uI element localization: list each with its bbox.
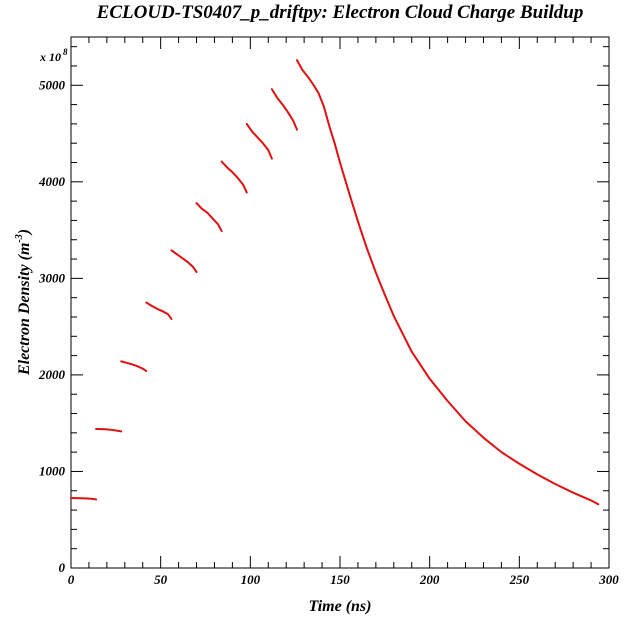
x-tick-label: 50 bbox=[154, 572, 168, 587]
y-tick-label: 5000 bbox=[39, 77, 66, 92]
series-line-2 bbox=[95, 427, 123, 433]
data-series-group bbox=[70, 59, 600, 506]
series-line-10 bbox=[295, 59, 600, 506]
series-line-4 bbox=[145, 301, 173, 320]
x-tick-label: 300 bbox=[598, 572, 619, 587]
y-axis-label: Electron Density (m-3) bbox=[14, 229, 33, 376]
y-multiplier: x 10 8 bbox=[39, 47, 68, 64]
series-line-1 bbox=[70, 497, 98, 501]
y-multiplier-exponent: 8 bbox=[63, 47, 68, 57]
plot-frame bbox=[70, 36, 610, 569]
x-tick-label: 100 bbox=[241, 572, 261, 587]
y-axis-label-exponent: -3 bbox=[14, 234, 25, 242]
y-tick-label: 3000 bbox=[38, 270, 66, 285]
y-multiplier-base: x 10 bbox=[39, 50, 61, 64]
y-tick-label: 2000 bbox=[38, 367, 66, 382]
series-line-8 bbox=[245, 122, 273, 160]
y-tick-label: 0 bbox=[59, 560, 66, 575]
y-tick-label: 1000 bbox=[39, 463, 66, 478]
series-line-6 bbox=[195, 202, 223, 233]
x-axis-label: Time (ns) bbox=[309, 598, 372, 615]
x-tick-label: 0 bbox=[68, 572, 75, 587]
axis-ticks bbox=[70, 37, 610, 569]
x-tick-label: 150 bbox=[330, 572, 350, 587]
y-axis-label-close: ) bbox=[16, 229, 33, 236]
series-line-7 bbox=[220, 160, 248, 194]
y-axis-label-main: Electron Density (m bbox=[16, 243, 33, 376]
series-line-5 bbox=[170, 249, 198, 274]
x-tick-label: 200 bbox=[419, 572, 440, 587]
series-line-9 bbox=[270, 88, 298, 131]
series-line-3 bbox=[120, 360, 148, 373]
chart-title: ECLOUD-TS0407_p_driftpy: Electron Cloud … bbox=[96, 2, 584, 23]
x-tick-label: 250 bbox=[509, 572, 530, 587]
y-tick-label: 4000 bbox=[38, 174, 66, 189]
